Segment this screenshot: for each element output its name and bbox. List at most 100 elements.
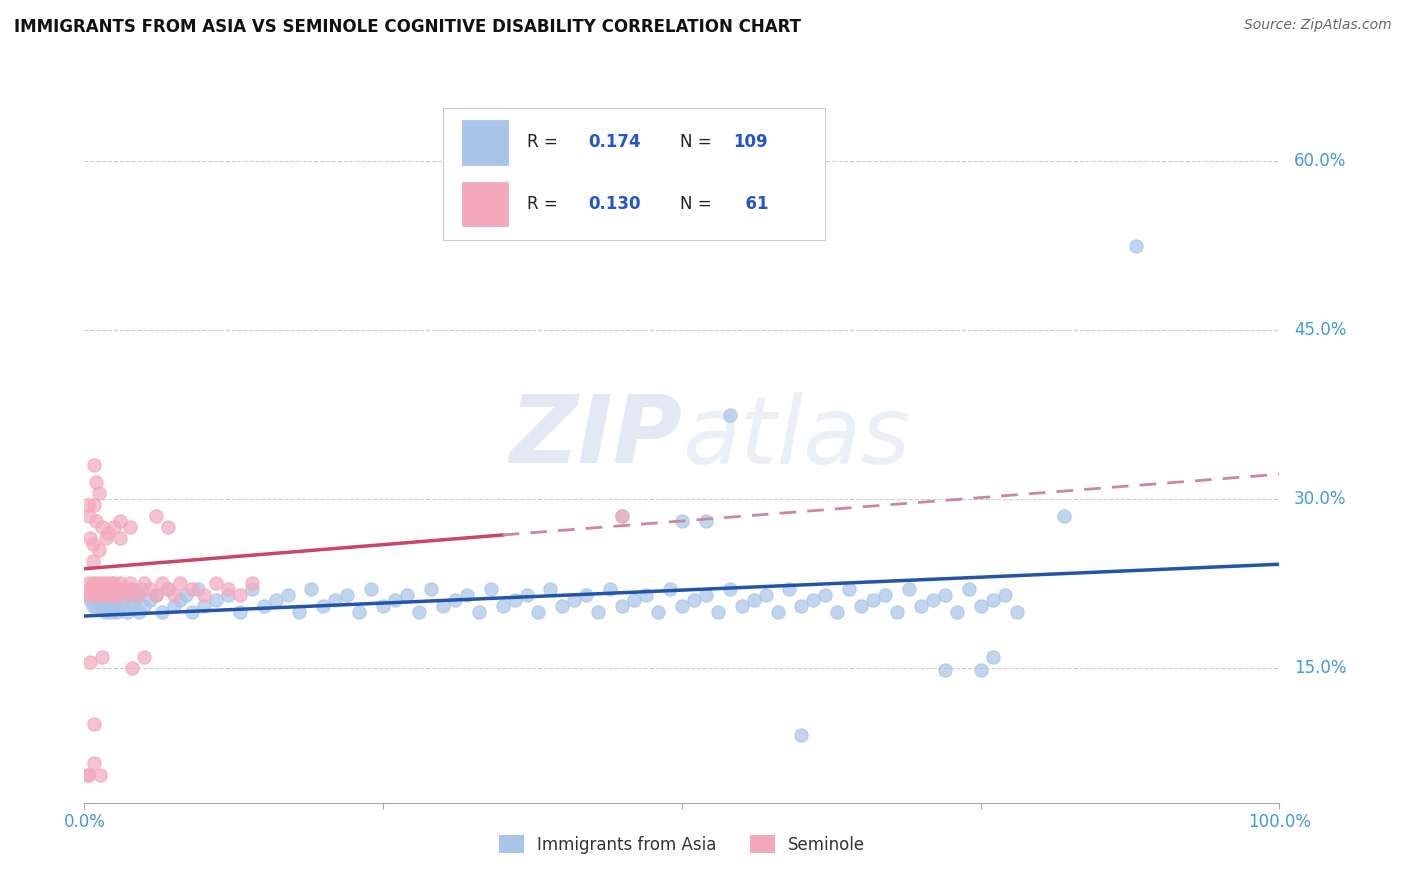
Point	[77, 767, 100, 781]
Point	[707, 605, 730, 619]
Point	[89, 582, 111, 596]
Point	[80, 582, 103, 596]
Point	[150, 605, 173, 619]
Point	[82, 576, 104, 591]
Point	[157, 582, 180, 596]
Point	[86, 475, 108, 489]
Point	[96, 576, 118, 591]
Point	[101, 588, 124, 602]
Point	[90, 599, 112, 613]
Point	[981, 593, 1004, 607]
Point	[612, 508, 634, 523]
Point	[105, 605, 128, 619]
Point	[124, 593, 146, 607]
Point	[695, 515, 717, 529]
Point	[89, 767, 111, 781]
Point	[492, 599, 515, 613]
Point	[205, 593, 228, 607]
Point	[527, 605, 550, 619]
Point	[312, 599, 335, 613]
Point	[115, 588, 138, 602]
Point	[117, 605, 139, 619]
Point	[145, 588, 167, 602]
Point	[957, 582, 980, 596]
Point	[946, 605, 969, 619]
Text: IMMIGRANTS FROM ASIA VS SEMINOLE COGNITIVE DISABILITY CORRELATION CHART: IMMIGRANTS FROM ASIA VS SEMINOLE COGNITI…	[14, 18, 801, 36]
Point	[83, 498, 105, 512]
Point	[683, 593, 706, 607]
Point	[970, 599, 993, 613]
Point	[82, 554, 104, 568]
Point	[93, 576, 115, 591]
Point	[623, 593, 645, 607]
Point	[94, 588, 117, 602]
Point	[779, 582, 801, 596]
Point	[790, 728, 813, 742]
Point	[97, 593, 120, 607]
Point	[766, 605, 789, 619]
Point	[77, 588, 100, 602]
Point	[994, 588, 1017, 602]
Point	[174, 588, 197, 602]
Point	[114, 588, 136, 602]
Point	[90, 582, 112, 596]
Point	[86, 576, 108, 591]
Point	[910, 599, 932, 613]
Point	[86, 599, 108, 613]
Point	[264, 593, 287, 607]
Point	[79, 593, 101, 607]
Point	[94, 532, 117, 546]
Point	[79, 582, 101, 596]
Point	[139, 582, 162, 596]
Point	[163, 599, 186, 613]
Point	[103, 520, 125, 534]
Point	[718, 582, 741, 596]
Text: Source: ZipAtlas.com: Source: ZipAtlas.com	[1244, 18, 1392, 32]
Point	[86, 593, 108, 607]
Point	[118, 576, 141, 591]
Point	[420, 582, 443, 596]
Point	[288, 605, 311, 619]
Point	[253, 599, 276, 613]
Point	[1125, 239, 1147, 253]
Point	[731, 599, 754, 613]
Point	[503, 593, 526, 607]
Point	[96, 599, 118, 613]
Point	[127, 588, 149, 602]
Point	[104, 582, 127, 596]
Point	[145, 508, 167, 523]
Point	[83, 458, 105, 473]
Point	[187, 582, 209, 596]
Point	[125, 588, 148, 602]
Point	[101, 599, 124, 613]
Point	[671, 515, 693, 529]
Point	[169, 576, 191, 591]
Point	[612, 599, 634, 613]
Point	[110, 599, 132, 613]
Point	[111, 593, 134, 607]
Point	[97, 582, 120, 596]
Point	[101, 582, 124, 596]
Point	[898, 582, 921, 596]
Point	[87, 542, 110, 557]
Text: 45.0%: 45.0%	[1294, 321, 1346, 339]
Point	[100, 576, 122, 591]
Point	[131, 582, 153, 596]
Point	[97, 525, 120, 540]
Point	[111, 582, 134, 596]
Point	[659, 582, 682, 596]
Point	[540, 582, 562, 596]
Point	[205, 576, 228, 591]
Point	[349, 605, 371, 619]
Point	[145, 588, 167, 602]
Point	[157, 582, 180, 596]
Point	[862, 593, 884, 607]
Point	[89, 576, 111, 591]
Point	[551, 599, 574, 613]
Point	[240, 576, 263, 591]
Point	[516, 588, 538, 602]
Point	[1053, 508, 1076, 523]
Point	[132, 649, 156, 664]
Point	[755, 588, 778, 602]
Point	[181, 605, 204, 619]
